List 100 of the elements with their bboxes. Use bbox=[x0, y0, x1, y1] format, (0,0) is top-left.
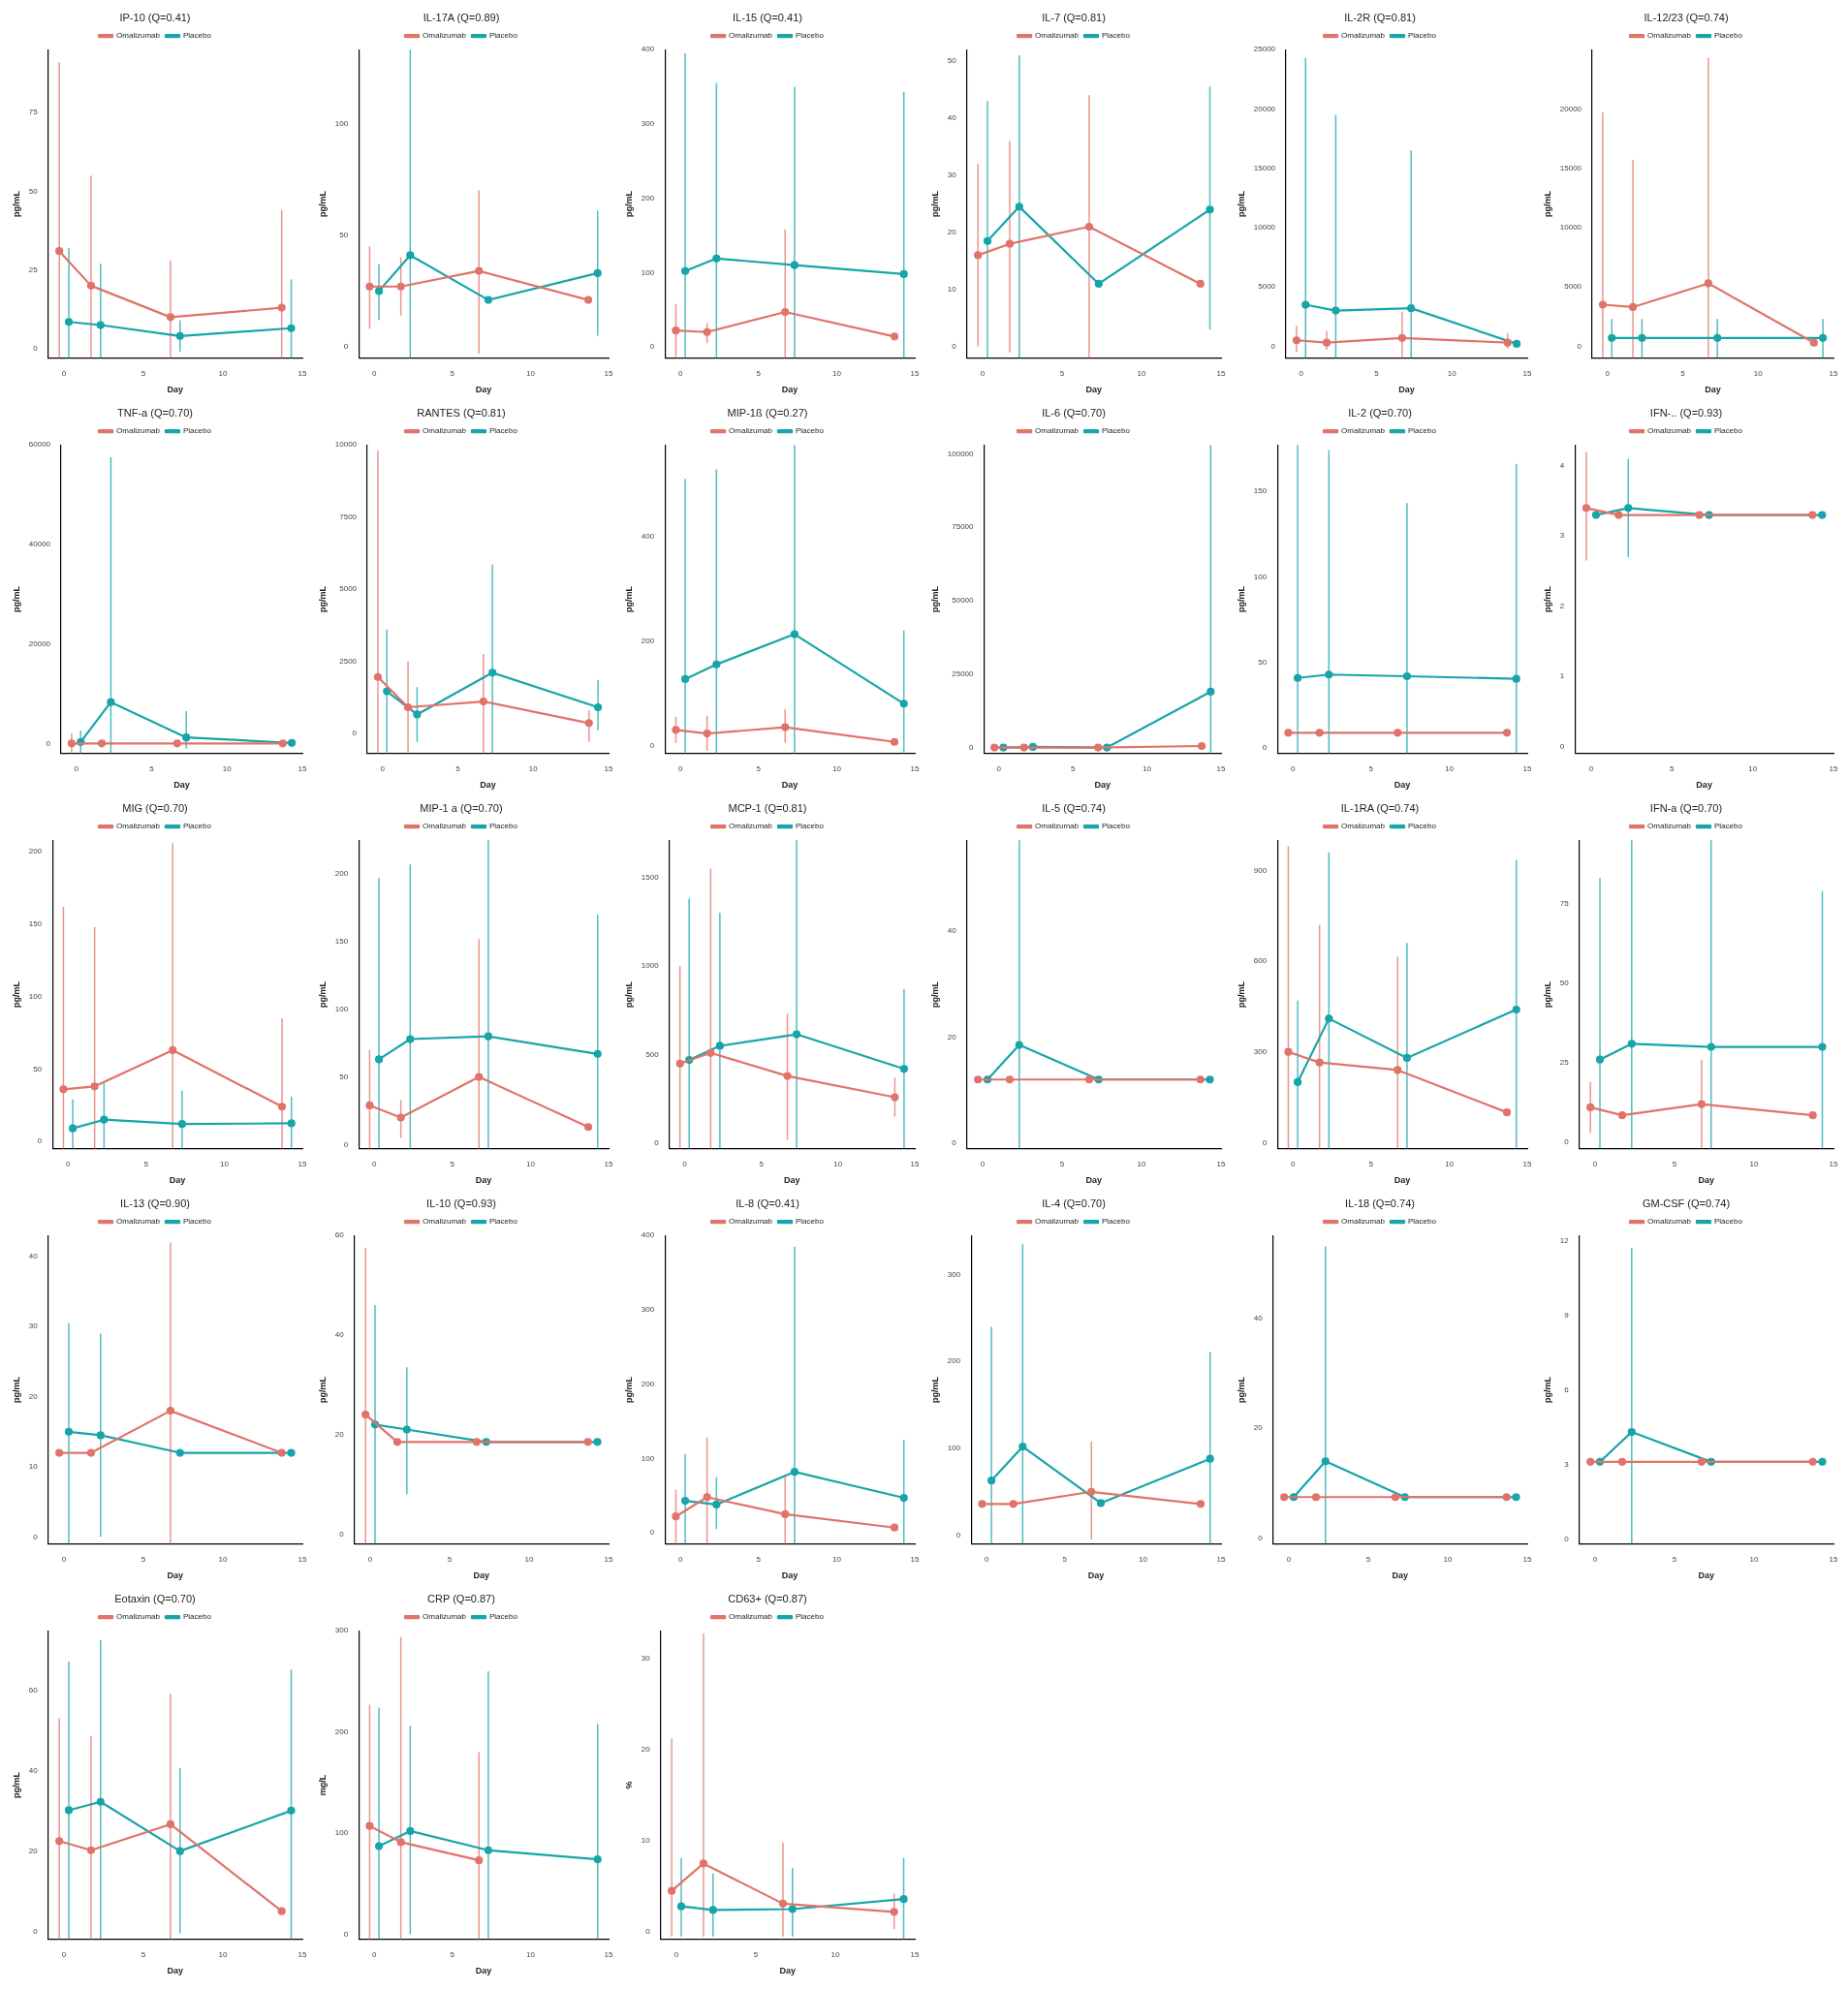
x-tick-label: 5 bbox=[455, 763, 461, 773]
x-tick-label: 0 bbox=[682, 1159, 688, 1168]
y-axis-title: pg/mL bbox=[1236, 980, 1246, 1008]
y-axis-title: mg/L bbox=[317, 1774, 328, 1796]
y-axis-title: pg/mL bbox=[1236, 585, 1246, 612]
x-tick-label: 10 bbox=[833, 1159, 843, 1168]
y-tick-label: 9 bbox=[1564, 1310, 1570, 1320]
legend-label: Placebo bbox=[1714, 31, 1743, 41]
y-tick-label: 0 bbox=[1262, 743, 1268, 753]
legend-label: Omalizumab bbox=[1647, 426, 1692, 436]
y-tick-label: 0 bbox=[343, 1929, 349, 1939]
x-axis-title: Day bbox=[475, 1175, 492, 1186]
y-tick-label: 50 bbox=[339, 230, 349, 239]
y-tick-label: 3 bbox=[1564, 1459, 1570, 1469]
x-tick-label: 10 bbox=[218, 368, 229, 378]
x-tick-label: 5 bbox=[1374, 368, 1380, 378]
y-tick-label: 0 bbox=[1262, 1137, 1268, 1147]
x-axis-title: Day bbox=[1698, 1570, 1715, 1581]
chart-title: IL-12/23 (Q=0.74) bbox=[1644, 11, 1729, 23]
x-tick-label: 15 bbox=[1829, 763, 1838, 773]
y-tick-label: 20000 bbox=[1559, 104, 1582, 113]
x-tick-label: 0 bbox=[74, 763, 79, 773]
y-tick-label: 60000 bbox=[28, 440, 51, 450]
legend-label: Placebo bbox=[1408, 31, 1437, 41]
chart-title: IL-17A (Q=0.89) bbox=[423, 11, 500, 23]
legend-label: Omalizumab bbox=[116, 1612, 161, 1622]
x-tick-label: 10 bbox=[524, 1554, 535, 1564]
y-tick-label: 0 bbox=[969, 742, 975, 752]
x-axis-title: Day bbox=[781, 780, 799, 791]
y-tick-label: 60 bbox=[334, 1230, 345, 1240]
y-axis-title: pg/mL bbox=[1236, 1376, 1246, 1403]
x-tick-label: 15 bbox=[1216, 1159, 1226, 1168]
x-axis-title: Day bbox=[1094, 780, 1112, 791]
y-tick-label: 10 bbox=[947, 285, 957, 295]
y-tick-label: 400 bbox=[641, 45, 655, 54]
x-tick-label: 5 bbox=[141, 1949, 146, 1959]
y-tick-label: 100 bbox=[1253, 572, 1268, 581]
x-axis-title: Day bbox=[1705, 385, 1721, 395]
x-tick-label: 5 bbox=[1368, 1159, 1374, 1168]
legend-label: Omalizumab bbox=[1341, 31, 1386, 41]
y-tick-label: 25 bbox=[28, 264, 39, 274]
x-tick-label: 0 bbox=[678, 1554, 684, 1564]
legend-label: Omalizumab bbox=[1647, 31, 1692, 41]
y-tick-label: 6 bbox=[1564, 1384, 1570, 1394]
x-tick-label: 15 bbox=[1216, 763, 1226, 773]
y-tick-label: 20 bbox=[947, 228, 957, 237]
x-tick-label: 5 bbox=[450, 368, 455, 378]
legend-label: Placebo bbox=[796, 1217, 825, 1227]
legend-label: Placebo bbox=[1102, 31, 1131, 41]
chart-title: MCP-1 (Q=0.81) bbox=[728, 801, 807, 814]
y-tick-label: 150 bbox=[334, 937, 349, 947]
y-tick-label: 5000 bbox=[1258, 282, 1276, 292]
y-tick-label: 40 bbox=[1253, 1313, 1264, 1322]
x-tick-label: 10 bbox=[1748, 763, 1758, 773]
y-tick-label: 300 bbox=[947, 1269, 961, 1279]
x-tick-label: 0 bbox=[980, 368, 986, 378]
y-tick-label: 0 bbox=[654, 1138, 660, 1148]
chart-title: IL-2R (Q=0.81) bbox=[1344, 11, 1416, 23]
y-tick-label: 3 bbox=[1559, 531, 1565, 541]
x-tick-label: 5 bbox=[143, 1159, 149, 1168]
y-tick-label: 10000 bbox=[1559, 223, 1582, 233]
x-tick-label: 10 bbox=[1444, 763, 1455, 773]
y-tick-label: 0 bbox=[649, 1528, 655, 1538]
chart-title: IL-15 (Q=0.41) bbox=[733, 11, 802, 23]
chart-title: IL-8 (Q=0.41) bbox=[736, 1197, 799, 1209]
x-tick-label: 5 bbox=[141, 368, 146, 378]
y-tick-label: 0 bbox=[1258, 1534, 1264, 1543]
y-axis-title: pg/mL bbox=[623, 1376, 634, 1403]
legend-label: Omalizumab bbox=[1035, 31, 1080, 41]
y-tick-label: 40 bbox=[947, 113, 957, 123]
legend-label: Placebo bbox=[183, 426, 212, 436]
y-axis-title: pg/mL bbox=[317, 585, 328, 612]
x-tick-label: 15 bbox=[910, 1554, 920, 1564]
x-axis-title: Day bbox=[779, 1966, 797, 1976]
y-tick-label: 20 bbox=[947, 1032, 957, 1042]
legend-label: Omalizumab bbox=[729, 1612, 773, 1622]
chart-title: IL-13 (Q=0.90) bbox=[120, 1197, 190, 1209]
x-tick-label: 5 bbox=[447, 1554, 453, 1564]
x-tick-label: 5 bbox=[756, 368, 762, 378]
x-tick-label: 5 bbox=[1672, 1159, 1677, 1168]
y-axis-title: pg/mL bbox=[11, 190, 21, 217]
legend-label: Omalizumab bbox=[423, 1217, 467, 1227]
x-tick-label: 15 bbox=[1216, 368, 1226, 378]
legend-label: Placebo bbox=[1408, 1217, 1437, 1227]
x-tick-label: 10 bbox=[222, 763, 233, 773]
x-axis-title: Day bbox=[1394, 1175, 1411, 1186]
x-axis-title: Day bbox=[1085, 1175, 1103, 1186]
x-tick-label: 5 bbox=[450, 1159, 455, 1168]
y-tick-label: 50 bbox=[1559, 979, 1570, 988]
chart-title: MIG (Q=0.70) bbox=[122, 801, 188, 814]
legend-label: Placebo bbox=[796, 426, 825, 436]
y-tick-label: 1000 bbox=[641, 961, 660, 971]
legend-label: Omalizumab bbox=[423, 822, 467, 831]
y-tick-label: 600 bbox=[1253, 956, 1268, 966]
x-tick-label: 10 bbox=[218, 1949, 229, 1959]
x-tick-label: 0 bbox=[61, 1949, 67, 1959]
y-tick-label: 25000 bbox=[952, 669, 975, 678]
y-tick-label: 200 bbox=[947, 1356, 961, 1366]
y-tick-label: 0 bbox=[1564, 1534, 1570, 1543]
x-tick-label: 15 bbox=[910, 1159, 920, 1168]
